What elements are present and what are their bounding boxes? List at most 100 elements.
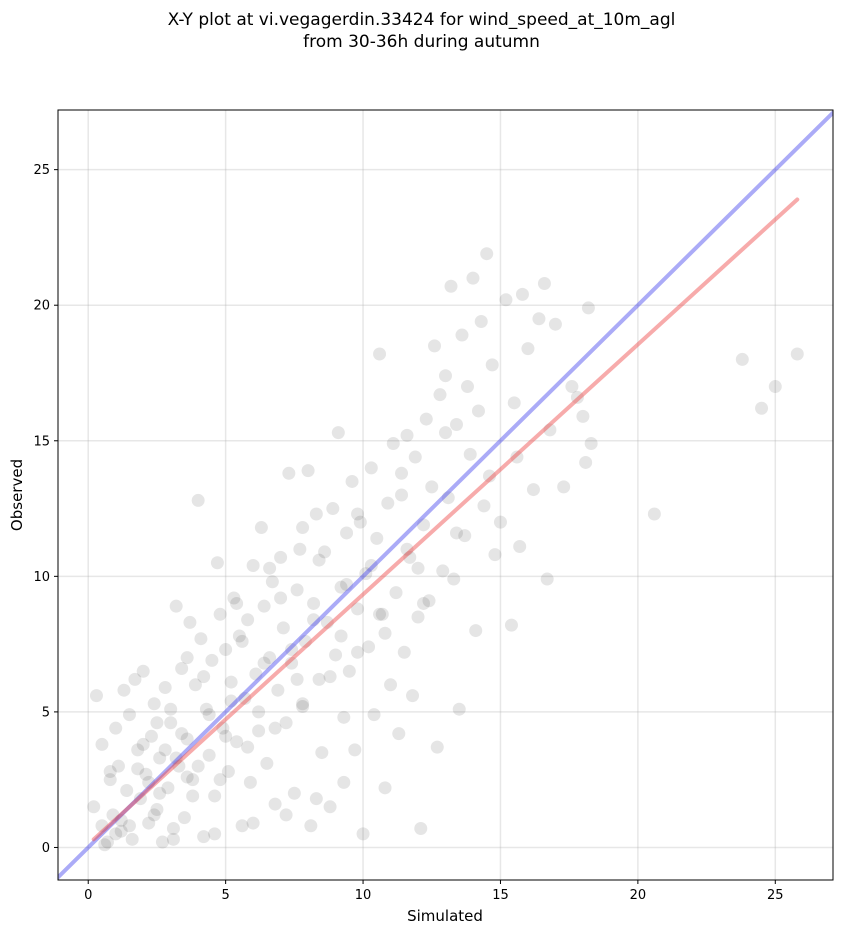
scatter-point: [309, 507, 323, 521]
scatter-point: [647, 507, 661, 521]
scatter-point: [274, 550, 288, 564]
scatter-point: [543, 423, 557, 437]
scatter-point: [282, 466, 296, 480]
scatter-point: [540, 572, 554, 586]
scatter-point: [449, 526, 463, 540]
y-axis-ticks: 0 5 10 15 20 25: [33, 163, 58, 856]
scatter-point: [175, 662, 189, 676]
scatter-point: [293, 542, 307, 556]
scatter-point: [510, 450, 524, 464]
scatter-point: [331, 426, 345, 440]
scatter-point: [373, 607, 387, 621]
x-axis-label: Simulated: [407, 907, 483, 925]
scatter-point: [131, 762, 145, 776]
y-tick-label: 0: [42, 841, 50, 856]
scatter-point: [433, 388, 447, 402]
scatter-point: [507, 396, 521, 410]
scatter-point: [241, 740, 255, 754]
scatter-point: [120, 784, 134, 798]
scatter-point: [199, 702, 213, 716]
scatter-point: [87, 800, 101, 814]
scatter-point: [296, 697, 310, 711]
scatter-point: [414, 821, 428, 835]
scatter-point: [307, 596, 321, 610]
scatter-point: [359, 567, 373, 581]
scatter-point: [109, 721, 123, 735]
scatter-point: [579, 455, 593, 469]
scatter-point: [296, 699, 310, 713]
x-axis-ticks: 0 5 10 15 20 25: [84, 880, 784, 903]
scatter-point: [342, 664, 356, 678]
scatter-point: [243, 775, 257, 789]
scatter-point: [252, 705, 266, 719]
scatter-point: [224, 694, 238, 708]
scatter-point: [493, 515, 507, 529]
scatter-points: [87, 247, 804, 852]
y-tick-label: 25: [33, 163, 50, 178]
scatter-point: [144, 729, 158, 743]
scatter-point: [499, 293, 513, 307]
scatter-point: [153, 751, 167, 765]
scatter-point: [455, 328, 469, 342]
y-tick-label: 15: [33, 434, 50, 449]
scatter-point: [186, 789, 200, 803]
scatter-point: [411, 610, 425, 624]
scatter-point: [194, 632, 208, 646]
scatter-point: [279, 808, 293, 822]
scatter-point: [103, 765, 117, 779]
scatter-point: [296, 521, 310, 535]
scatter-point: [337, 775, 351, 789]
scatter-point: [164, 716, 178, 730]
scatter-point: [158, 743, 172, 757]
scatter-point: [183, 615, 197, 629]
scatter-point: [114, 813, 128, 827]
scatter-point: [208, 827, 222, 841]
scatter-point: [477, 499, 491, 513]
scatter-point: [469, 624, 483, 638]
scatter-point: [150, 803, 164, 817]
trend-lines: [58, 110, 833, 880]
scatter-point: [362, 640, 376, 654]
scatter-point: [521, 342, 535, 356]
scatter-point: [351, 507, 365, 521]
scatter-point: [790, 347, 804, 361]
scatter-point: [232, 629, 246, 643]
scatter-point: [205, 653, 219, 667]
scatter-point: [122, 708, 136, 722]
scatter-point: [177, 811, 191, 825]
scatter-point: [378, 781, 392, 795]
scatter-point: [136, 737, 150, 751]
scatter-point: [111, 759, 125, 773]
scatter-point: [417, 596, 431, 610]
scatter-point: [265, 575, 279, 589]
scatter-point: [320, 615, 334, 629]
scatter-point: [257, 599, 271, 613]
scatter-point: [397, 645, 411, 659]
scatter-point: [122, 819, 136, 833]
scatter-point: [263, 651, 277, 665]
scatter-point: [285, 643, 299, 657]
scatter-point: [155, 835, 169, 849]
scatter-point: [452, 702, 466, 716]
scatter-point: [444, 279, 458, 293]
scatter-point: [246, 816, 260, 830]
scatter-point: [326, 502, 340, 516]
scatter-point: [147, 808, 161, 822]
scatter-point: [340, 526, 354, 540]
scatter-point: [238, 691, 252, 705]
x-tick-label: 10: [355, 888, 372, 903]
scatter-point: [504, 618, 518, 632]
scatter-point: [252, 724, 266, 738]
scatter-point: [312, 553, 326, 567]
scatter-point: [334, 629, 348, 643]
x-tick-label: 15: [492, 888, 509, 903]
scatter-point: [735, 352, 749, 366]
scatter-point: [381, 496, 395, 510]
scatter-point: [227, 591, 241, 605]
scatter-point: [411, 561, 425, 575]
x-tick-label: 20: [630, 888, 647, 903]
scatter-point: [348, 743, 362, 757]
scatter-point: [304, 819, 318, 833]
scatter-point: [106, 808, 120, 822]
